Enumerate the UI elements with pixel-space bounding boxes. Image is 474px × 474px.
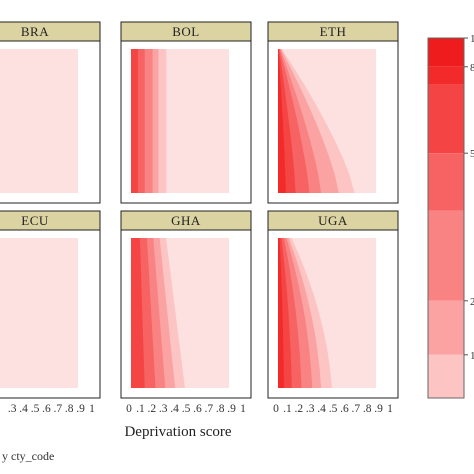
x-tick-label: .7 bbox=[204, 403, 213, 415]
colorbar-band bbox=[428, 153, 464, 211]
colorbar-band bbox=[428, 66, 464, 85]
panel-strip-label: ETH bbox=[320, 24, 347, 39]
panel-strip bbox=[0, 21, 101, 42]
x-tick-label: 0 bbox=[273, 403, 279, 415]
x-tick-label: 1 bbox=[387, 403, 393, 415]
colorbar-band bbox=[428, 38, 464, 67]
x-tick-label: .3 bbox=[159, 403, 168, 415]
x-tick-labels: .3.4.5.6.7.8.9 1 0.1.2.3.4.5.6.7.8.9 1 0.1.2… bbox=[8, 403, 393, 415]
x-tick-label: .7 bbox=[351, 403, 360, 415]
x-tick-label: .9 bbox=[76, 403, 85, 415]
x-tick-label: .2 bbox=[147, 403, 156, 415]
x-tick-label: .1 bbox=[136, 403, 145, 415]
colorbar-band bbox=[428, 210, 464, 301]
x-tick-label: .3 bbox=[8, 403, 17, 415]
contour-band bbox=[278, 49, 286, 193]
panel-gha: GHA bbox=[120, 210, 252, 399]
x-tick-label: .2 bbox=[294, 403, 303, 415]
colorbar-tick-label: 1 bbox=[470, 33, 474, 45]
x-tick-label: .8 bbox=[363, 403, 372, 415]
x-tick-label: .6 bbox=[193, 403, 202, 415]
colorbar-tick-label: 1 bbox=[470, 350, 474, 362]
colorbar-frame bbox=[427, 37, 465, 399]
panel-strip-label: GHA bbox=[171, 213, 201, 228]
x-tick-label: .3 bbox=[306, 403, 315, 415]
colorbar-tick-label: 5 bbox=[470, 148, 474, 160]
contour-band bbox=[131, 238, 145, 388]
x-tick-label: 1 bbox=[89, 403, 95, 415]
panel-bra: BRA bbox=[0, 21, 101, 204]
x-tick-label: .4 bbox=[317, 403, 326, 415]
panel-uga: UGA bbox=[267, 210, 399, 399]
x-tick-label: .5 bbox=[182, 403, 191, 415]
colorbar-band bbox=[428, 354, 464, 398]
colorbar-tick-label: 8 bbox=[470, 62, 474, 74]
x-tick-label: .9 bbox=[374, 403, 383, 415]
x-tick-label: .6 bbox=[42, 403, 51, 415]
figure-note: y cty_code bbox=[2, 449, 54, 463]
contour-band bbox=[131, 49, 138, 193]
x-tick-label: .9 bbox=[227, 403, 236, 415]
x-tick-label: 0 bbox=[126, 403, 132, 415]
x-tick-label: .7 bbox=[53, 403, 62, 415]
panel-strip bbox=[0, 210, 101, 231]
panel-strip-label: ECU bbox=[21, 213, 49, 228]
panel-ecu: ECU bbox=[0, 210, 101, 399]
colorbar-band bbox=[428, 84, 464, 154]
heat-base bbox=[0, 49, 78, 193]
colorbar-band bbox=[428, 300, 464, 355]
panel-strip-label: BOL bbox=[172, 24, 200, 39]
x-tick-label: .5 bbox=[31, 403, 40, 415]
panel-strip-label: UGA bbox=[318, 213, 348, 228]
x-tick-label: .1 bbox=[283, 403, 292, 415]
x-tick-label: .6 bbox=[340, 403, 349, 415]
x-tick-label: .4 bbox=[19, 403, 28, 415]
x-tick-label: 1 bbox=[240, 403, 246, 415]
colorbar: 1 8 5 2 1 bbox=[427, 33, 474, 399]
panels-layer: BRA BOL ETH ECU GHA UGA bbox=[0, 21, 399, 399]
x-axis-title: Deprivation score bbox=[124, 424, 231, 440]
panel-strip-label: BRA bbox=[21, 24, 49, 39]
x-tick-label: .5 bbox=[329, 403, 338, 415]
panel-eth: ETH bbox=[267, 21, 399, 204]
heat-base bbox=[0, 238, 78, 388]
x-tick-label: .4 bbox=[170, 403, 179, 415]
panel-bol: BOL bbox=[120, 21, 252, 204]
x-tick-label: .8 bbox=[216, 403, 225, 415]
colorbar-tick-label: 2 bbox=[470, 296, 474, 308]
x-tick-label: .8 bbox=[65, 403, 74, 415]
contour-band bbox=[278, 238, 284, 388]
